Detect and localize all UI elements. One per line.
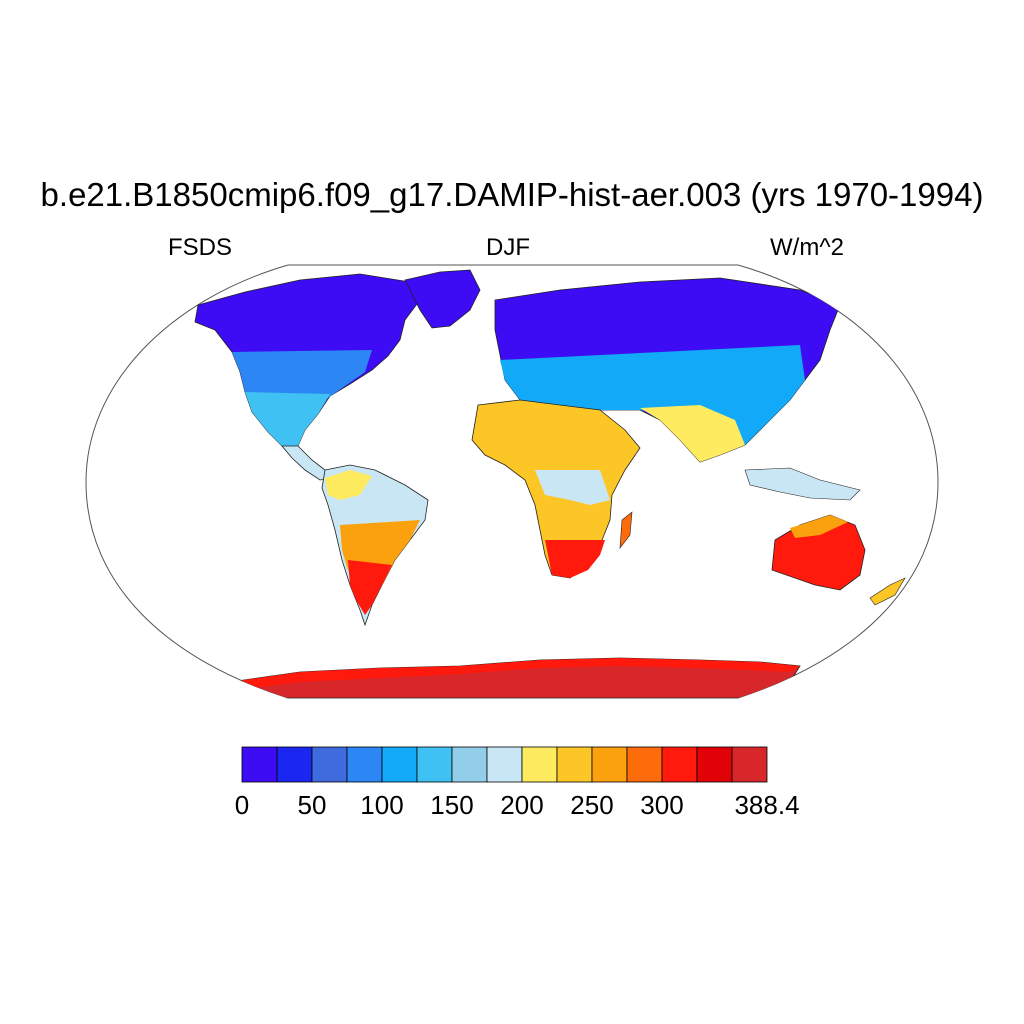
new-zealand [869,577,906,606]
colorbar-tick-label: 50 [297,790,327,820]
antarctica-edge-band [230,658,800,690]
colorbar-tick-label: 388.4 [734,790,800,820]
colorbar-bin [696,746,733,783]
australia-north-band [790,515,848,538]
colorbar-bin [556,746,593,783]
greenland [404,269,481,329]
colorbar-bin [451,746,488,783]
colorbar-bin [731,746,768,783]
units-label: W/m^2 [770,234,844,261]
colorbar-bin [626,746,663,783]
colorbar [241,746,768,783]
map-title: b.e21.B1850cmip6.f09_g17.DAMIP-hist-aer.… [40,176,984,213]
north-america-south-band [245,392,330,446]
south-america-red-band [348,560,392,615]
colorbar-bin [381,746,418,783]
colorbar-bin [661,746,698,783]
colorbar-bin [486,746,523,783]
south-america-yellow-band [325,470,372,500]
colorbar-bin [241,746,278,783]
colorbar-tick-label: 300 [640,790,684,820]
colorbar-bin [416,746,453,783]
maritime-southeast-asia [744,467,861,501]
africa-central-band [535,470,610,505]
variable-label: FSDS [168,234,233,261]
colorbar-bin [311,746,348,783]
colorbar-bin [276,746,313,783]
colorbar-bin [591,746,628,783]
africa-south-band [545,540,605,578]
eurasia-south-band [640,405,745,462]
colorbar-tick-label: 250 [570,790,614,820]
colorbar-bin [521,746,558,783]
colorbar-tick-label: 200 [500,790,544,820]
season-label: DJF [486,234,530,261]
land-masses [194,269,906,698]
colorbar-tick-label: 100 [360,790,404,820]
colorbar-tick-label: 150 [430,790,474,820]
madagascar [619,511,633,549]
colorbar-tick-label: 0 [234,790,250,820]
colorbar-bin [346,746,383,783]
